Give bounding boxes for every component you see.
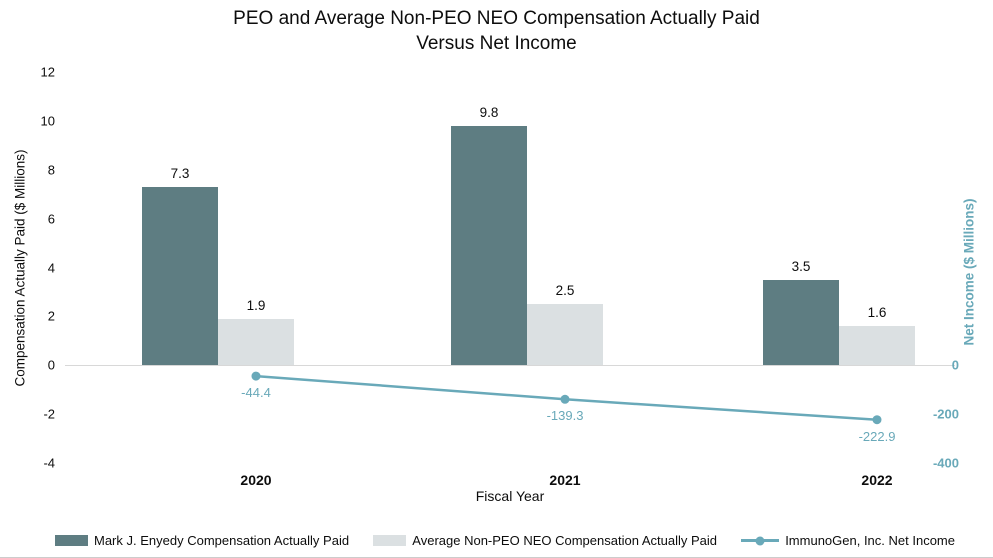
left-axis-tick-label: -4 (43, 455, 55, 471)
net-income-line-layer (251, 371, 882, 425)
legend-label-net-income: ImmunoGen, Inc. Net Income (785, 533, 955, 548)
legend: Mark J. Enyedy Compensation Actually Pai… (55, 533, 955, 548)
bar-peo-2021 (451, 125, 527, 366)
net-income-value-label: -222.9 (858, 428, 896, 444)
legend-swatch-net-income-line (741, 536, 780, 545)
legend-swatch-avg-neo-bar (373, 535, 407, 546)
left-axis-tick-label: 6 (47, 211, 55, 227)
left-axis-tick-label: 0 (47, 357, 55, 373)
right-axis-tick-label: -400 (932, 455, 959, 471)
plot-area: 12 10 8 6 4 2 0 -2 -4 0 -200 -400 2020 2021 2022 7.3 9.8… (41, 65, 959, 489)
legend-net-income-dot-icon (755, 536, 765, 545)
right-axis-tick-label: -200 (932, 406, 959, 422)
left-axis-tick-label: 4 (47, 260, 55, 275)
legend-item-avg-neo: Average Non-PEO NEO Compensation Actuall… (373, 533, 717, 548)
bar-value-label: 9.8 (479, 104, 499, 120)
bar-peo-2022 (763, 279, 839, 366)
chart-title-line-1: PEO and Average Non-PEO NEO Compensation… (233, 8, 760, 29)
left-axis-tick-label: 12 (40, 64, 55, 80)
x-axis-tick-label: 2022 (861, 472, 893, 488)
x-axis-zero-line (65, 365, 955, 367)
legend-item-net-income: ImmunoGen, Inc. Net Income (741, 533, 955, 548)
right-axis-tick-label: 0 (951, 357, 959, 373)
net-income-point (251, 371, 261, 381)
bar-avg-neo-2022 (839, 326, 915, 366)
net-income-value-label: -44.4 (241, 385, 271, 401)
bar-avg-neo-2020 (218, 318, 294, 366)
chart-title-line-2: Versus Net Income (416, 33, 577, 55)
left-axis-title: Compensation Actually Paid ($ Millions) (12, 149, 28, 387)
chart-title: PEO and Average Non-PEO NEO Compensation… (0, 6, 993, 56)
bar-value-label: 1.6 (867, 305, 887, 321)
bar-value-label: 7.3 (170, 165, 190, 181)
bar-avg-neo-2021 (527, 304, 603, 366)
net-income-point (872, 415, 882, 425)
legend-label-peo: Mark J. Enyedy Compensation Actually Pai… (94, 533, 350, 548)
x-axis-title: Fiscal Year (475, 488, 545, 504)
left-axis-tick-label: 10 (40, 113, 55, 129)
left-axis-tick-label: 8 (47, 162, 55, 178)
legend-label-avg-neo: Average Non-PEO NEO Compensation Actuall… (412, 533, 717, 548)
x-axis-tick-label: 2021 (549, 472, 581, 488)
legend-swatch-peo-bar (55, 535, 88, 546)
left-axis-tick-label: -2 (43, 406, 55, 422)
left-axis-tick-label: 2 (47, 308, 55, 324)
bar-value-label: 2.5 (555, 283, 575, 299)
legend-item-peo: Mark J. Enyedy Compensation Actually Pai… (55, 533, 349, 548)
bar-peo-2020 (142, 186, 218, 366)
bar-value-label: 3.5 (791, 258, 811, 274)
x-axis-tick-label: 2020 (240, 472, 272, 488)
net-income-point (560, 394, 570, 404)
bar-value-label: 1.9 (246, 297, 266, 313)
net-income-value-label: -139.3 (546, 408, 584, 424)
right-axis-title: Net Income ($ Millions) (961, 198, 977, 346)
